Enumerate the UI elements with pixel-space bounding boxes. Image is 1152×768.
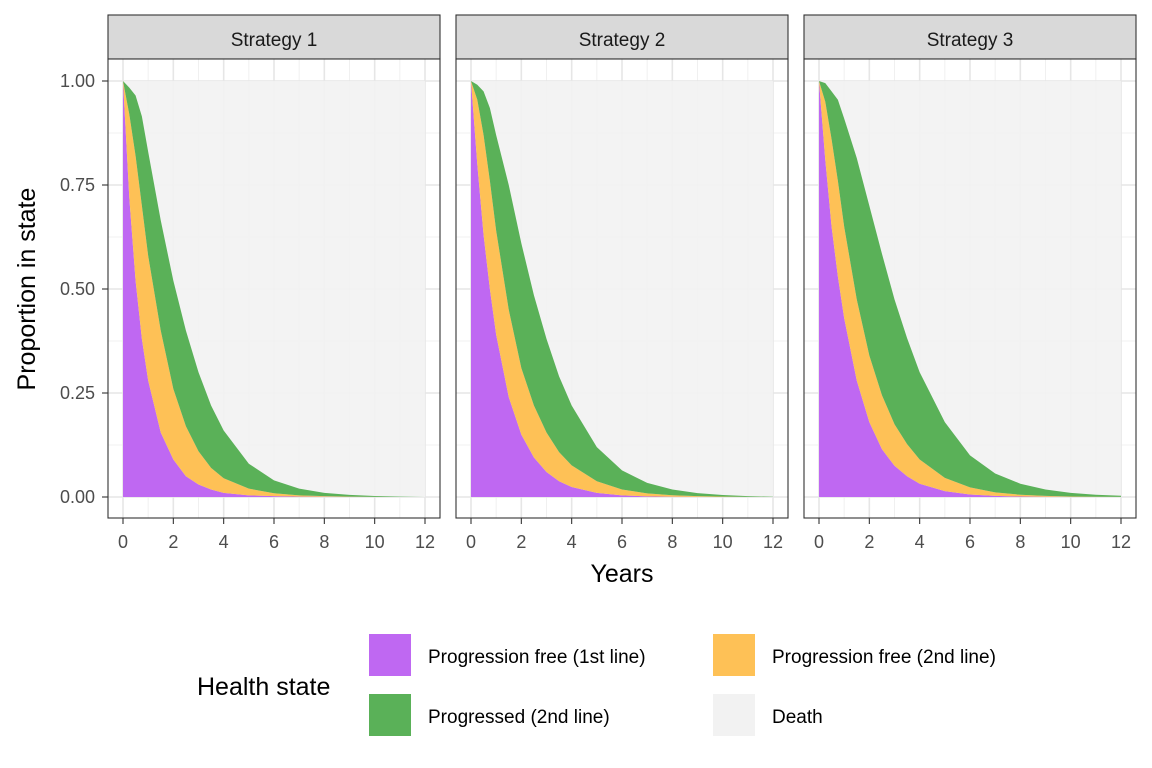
x-tick-label: 4 — [915, 532, 925, 552]
legend-label: Progressed (2nd line) — [428, 707, 610, 728]
area-progressed-2nd-line — [819, 81, 1121, 497]
area-progression-free-1st-line — [819, 81, 1121, 497]
x-tick-label: 12 — [1111, 532, 1131, 552]
legend-entries: Progression free (1st line) Progression f… — [369, 634, 996, 736]
legend: Health state Progression free (1st line)… — [197, 634, 996, 736]
x-tick-label: 6 — [269, 532, 279, 552]
x-tick-label: 10 — [365, 532, 385, 552]
x-tick-label: 6 — [965, 532, 975, 552]
x-tick-label: 2 — [516, 532, 526, 552]
x-tick-label: 0 — [466, 532, 476, 552]
legend-key-progression-free-2nd-line — [713, 634, 755, 676]
facet-strip-label: Strategy 3 — [927, 30, 1014, 51]
facet-panels: Strategy 10 2 4 6 8 10 120.000.250.500.751.00S… — [60, 14, 1137, 552]
legend-label: Progression free (1st line) — [428, 647, 646, 668]
x-tick-label: 2 — [864, 532, 874, 552]
legend-label: Death — [772, 707, 823, 728]
facet-strip — [803, 14, 1137, 60]
facet-strip — [107, 14, 441, 60]
legend-title: Health state — [197, 673, 330, 701]
y-tick-label: 0.00 — [60, 487, 95, 507]
x-tick-label: 0 — [814, 532, 824, 552]
x-tick-label: 6 — [617, 532, 627, 552]
facet-strip-label: Strategy 2 — [579, 30, 666, 51]
area-progressed-2nd-line — [471, 81, 773, 497]
facet-panel: Strategy 3 0 2 4 6 8 10 12 — [803, 14, 1137, 552]
x-tick-label: 0 — [118, 532, 128, 552]
x-tick-label: 4 — [567, 532, 577, 552]
x-tick-label: 10 — [713, 532, 733, 552]
x-tick-label: 12 — [415, 532, 435, 552]
y-tick-label: 1.00 — [60, 71, 95, 91]
x-tick-label: 8 — [667, 532, 677, 552]
legend-key-progression-free-1st-line — [369, 634, 411, 676]
y-tick-label: 0.25 — [60, 383, 95, 403]
facet-strip-label: Strategy 1 — [231, 30, 318, 51]
area-progression-free-1st-line — [123, 81, 425, 497]
y-tick-label: 0.50 — [60, 279, 95, 299]
y-tick-label: 0.75 — [60, 175, 95, 195]
facet-panel: Strategy 2 0 2 4 6 8 10 12 — [455, 14, 789, 552]
area-progression-free-1st-line — [471, 81, 773, 497]
x-tick-label: 4 — [219, 532, 229, 552]
legend-key-progressed-2nd-line — [369, 694, 411, 736]
x-tick-label: 8 — [1015, 532, 1025, 552]
legend-key-death — [713, 694, 755, 736]
facet-panel: Strategy 1 0 2 4 6 8 10 12 0.00 0.25 0.50 0.75 1.00 — [60, 14, 441, 552]
legend-label: Progression free (2nd line) — [772, 647, 996, 668]
x-axis-title: Years — [590, 560, 653, 588]
x-tick-label: 2 — [168, 532, 178, 552]
x-tick-label: 12 — [763, 532, 783, 552]
x-tick-label: 8 — [319, 532, 329, 552]
area-progressed-2nd-line — [123, 81, 425, 497]
y-axis-title: Proportion in state — [13, 188, 41, 391]
x-tick-label: 10 — [1061, 532, 1081, 552]
facet-strip — [455, 14, 789, 60]
